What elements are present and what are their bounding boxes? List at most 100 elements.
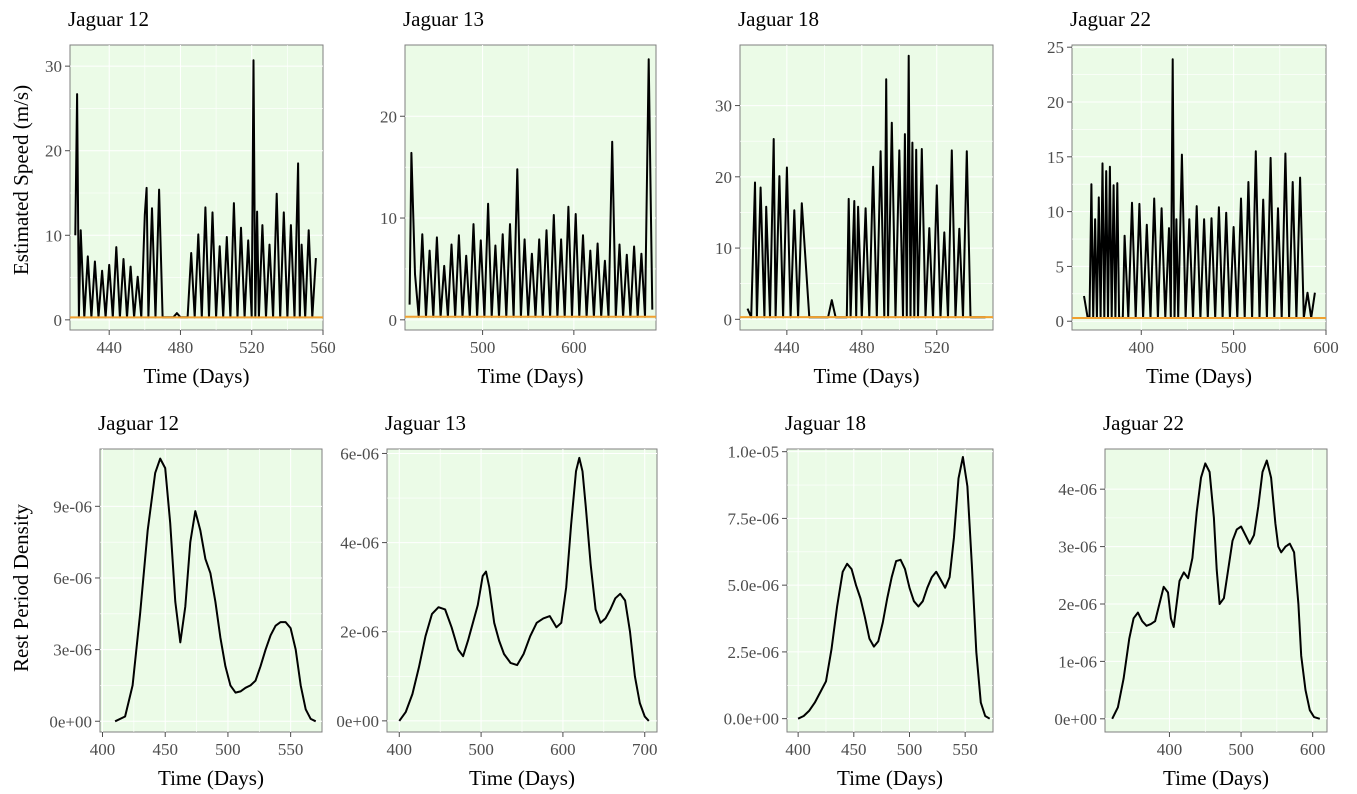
series-line [74,59,317,319]
y-tick-label: 0 [1056,312,1065,331]
x-tick-label: 520 [924,338,950,357]
panel-1: 440 480 520 560 0 10 20 30 Jaguar 12 Time (Days) [45,7,336,388]
y-tick-label: 3e-06 [53,641,92,660]
y-tick-label: 5.0e-06 [728,576,779,595]
y-tick-label: 0e+00 [49,712,92,731]
panel-2: 500 600 0 10 20 Jaguar 13 Time (Days) [380,7,657,388]
panel-8: 400 500 600 0e+00 1e-06 2e-06 3e-06 4e-06 Jaguar… [1054,411,1328,790]
panel-title: Jaguar 13 [385,411,466,435]
x-tick-label: 560 [310,338,336,357]
series-line [746,54,986,319]
y-tick-label: 30 [45,57,62,76]
x-axis-label: Time (Days) [469,766,575,790]
y-tick-label: 2.5e-06 [728,643,779,662]
panel-background [1104,448,1328,733]
y-axis-label-bottom: Rest Period Density [9,504,33,672]
x-tick-label: 600 [550,740,576,759]
panel-title: Jaguar 22 [1070,7,1151,31]
x-tick-label: 400 [1157,740,1183,759]
panel-background [786,448,994,733]
x-axis-label: Time (Days) [837,766,943,790]
panel-7: 400 450 500 550 0.0e+00 2.5e-06 5.0e-06 7.5e-06… [724,411,994,790]
x-tick-label: 550 [952,740,978,759]
x-tick-label: 450 [841,740,867,759]
y-tick-label: 4e-06 [340,534,379,553]
x-tick-label: 550 [278,740,304,759]
series-line [398,456,650,722]
panel-title: Jaguar 12 [98,411,179,435]
y-tick-label: 1e-06 [1058,652,1097,671]
y-tick-label: 0 [724,310,733,329]
y-tick-label: 2e-06 [340,623,379,642]
series-line [1111,459,1321,720]
y-tick-label: 10 [1047,203,1064,222]
y-tick-label: 15 [1047,148,1064,167]
y-tick-label: 6e-06 [340,444,379,463]
y-tick-label: 20 [380,107,397,126]
y-axis-label-top: Estimated Speed (m/s) [9,85,33,275]
y-tick-label: 4e-06 [1058,480,1097,499]
y-tick-label: 3e-06 [1058,538,1097,557]
y-tick-label: 0.0e+00 [724,710,779,729]
y-tick-label: 25 [1047,38,1064,57]
x-tick-label: 400 [785,740,811,759]
y-tick-label: 0e+00 [336,712,379,731]
x-axis-label: Time (Days) [1163,766,1269,790]
x-axis-label: Time (Days) [814,364,920,388]
panel-3: 440 480 520 0 10 20 30 Jaguar 18 Time (Days) [715,7,994,388]
x-tick-label: 440 [96,338,122,357]
x-tick-label: 400 [1129,338,1155,357]
x-tick-label: 600 [561,338,587,357]
x-tick-label: 500 [215,740,241,759]
series-line [797,456,991,720]
series-line [1083,58,1316,319]
y-tick-label: 6e-06 [53,569,92,588]
x-tick-label: 400 [387,740,413,759]
x-axis-label: Time (Days) [144,364,250,388]
x-axis-label: Time (Days) [478,364,584,388]
x-tick-label: 450 [152,740,178,759]
y-tick-label: 10 [715,239,732,258]
series-line [408,58,654,318]
panel-4: 400 500 600 0 5 10 15 20 25 Jaguar 22 Time (Days) [1047,7,1339,388]
y-tick-label: 30 [715,97,732,116]
y-tick-label: 10 [380,209,397,228]
x-tick-label: 500 [470,338,496,357]
y-tick-label: 0 [54,311,63,330]
x-tick-label: 500 [1228,740,1254,759]
y-tick-label: 0e+00 [1054,710,1097,729]
x-tick-label: 600 [1313,338,1339,357]
x-tick-label: 500 [1221,338,1247,357]
panel-background [99,448,323,733]
y-tick-label: 20 [715,168,732,187]
y-tick-label: 20 [45,142,62,161]
y-tick-label: 9e-06 [53,497,92,516]
x-tick-label: 500 [468,740,494,759]
panel-5: 400 450 500 550 0e+00 3e-06 6e-06 9e-06 Jaguar 1… [49,411,323,790]
x-axis-label: Time (Days) [158,766,264,790]
series-line [114,457,317,723]
y-tick-label: 0 [389,311,398,330]
y-tick-label: 20 [1047,93,1064,112]
x-tick-label: 480 [168,338,194,357]
x-tick-label: 400 [90,740,116,759]
x-tick-label: 700 [632,740,658,759]
x-axis-label: Time (Days) [1146,364,1252,388]
panel-title: Jaguar 18 [785,411,866,435]
panel-title: Jaguar 12 [68,7,149,31]
x-tick-label: 440 [774,338,800,357]
panel-title: Jaguar 13 [403,7,484,31]
x-tick-label: 500 [897,740,923,759]
y-tick-label: 10 [45,226,62,245]
panel-title: Jaguar 18 [738,7,819,31]
panel-6: 400 500 600 700 0e+00 2e-06 4e-06 6e-06 Jaguar 1… [336,411,658,790]
y-tick-label: 7.5e-06 [728,509,779,528]
x-tick-label: 600 [1300,740,1326,759]
x-tick-label: 520 [239,338,265,357]
y-tick-label: 5 [1056,257,1065,276]
y-tick-label: 1.0e-05 [728,443,779,462]
panel-title: Jaguar 22 [1103,411,1184,435]
y-tick-label: 2e-06 [1058,595,1097,614]
